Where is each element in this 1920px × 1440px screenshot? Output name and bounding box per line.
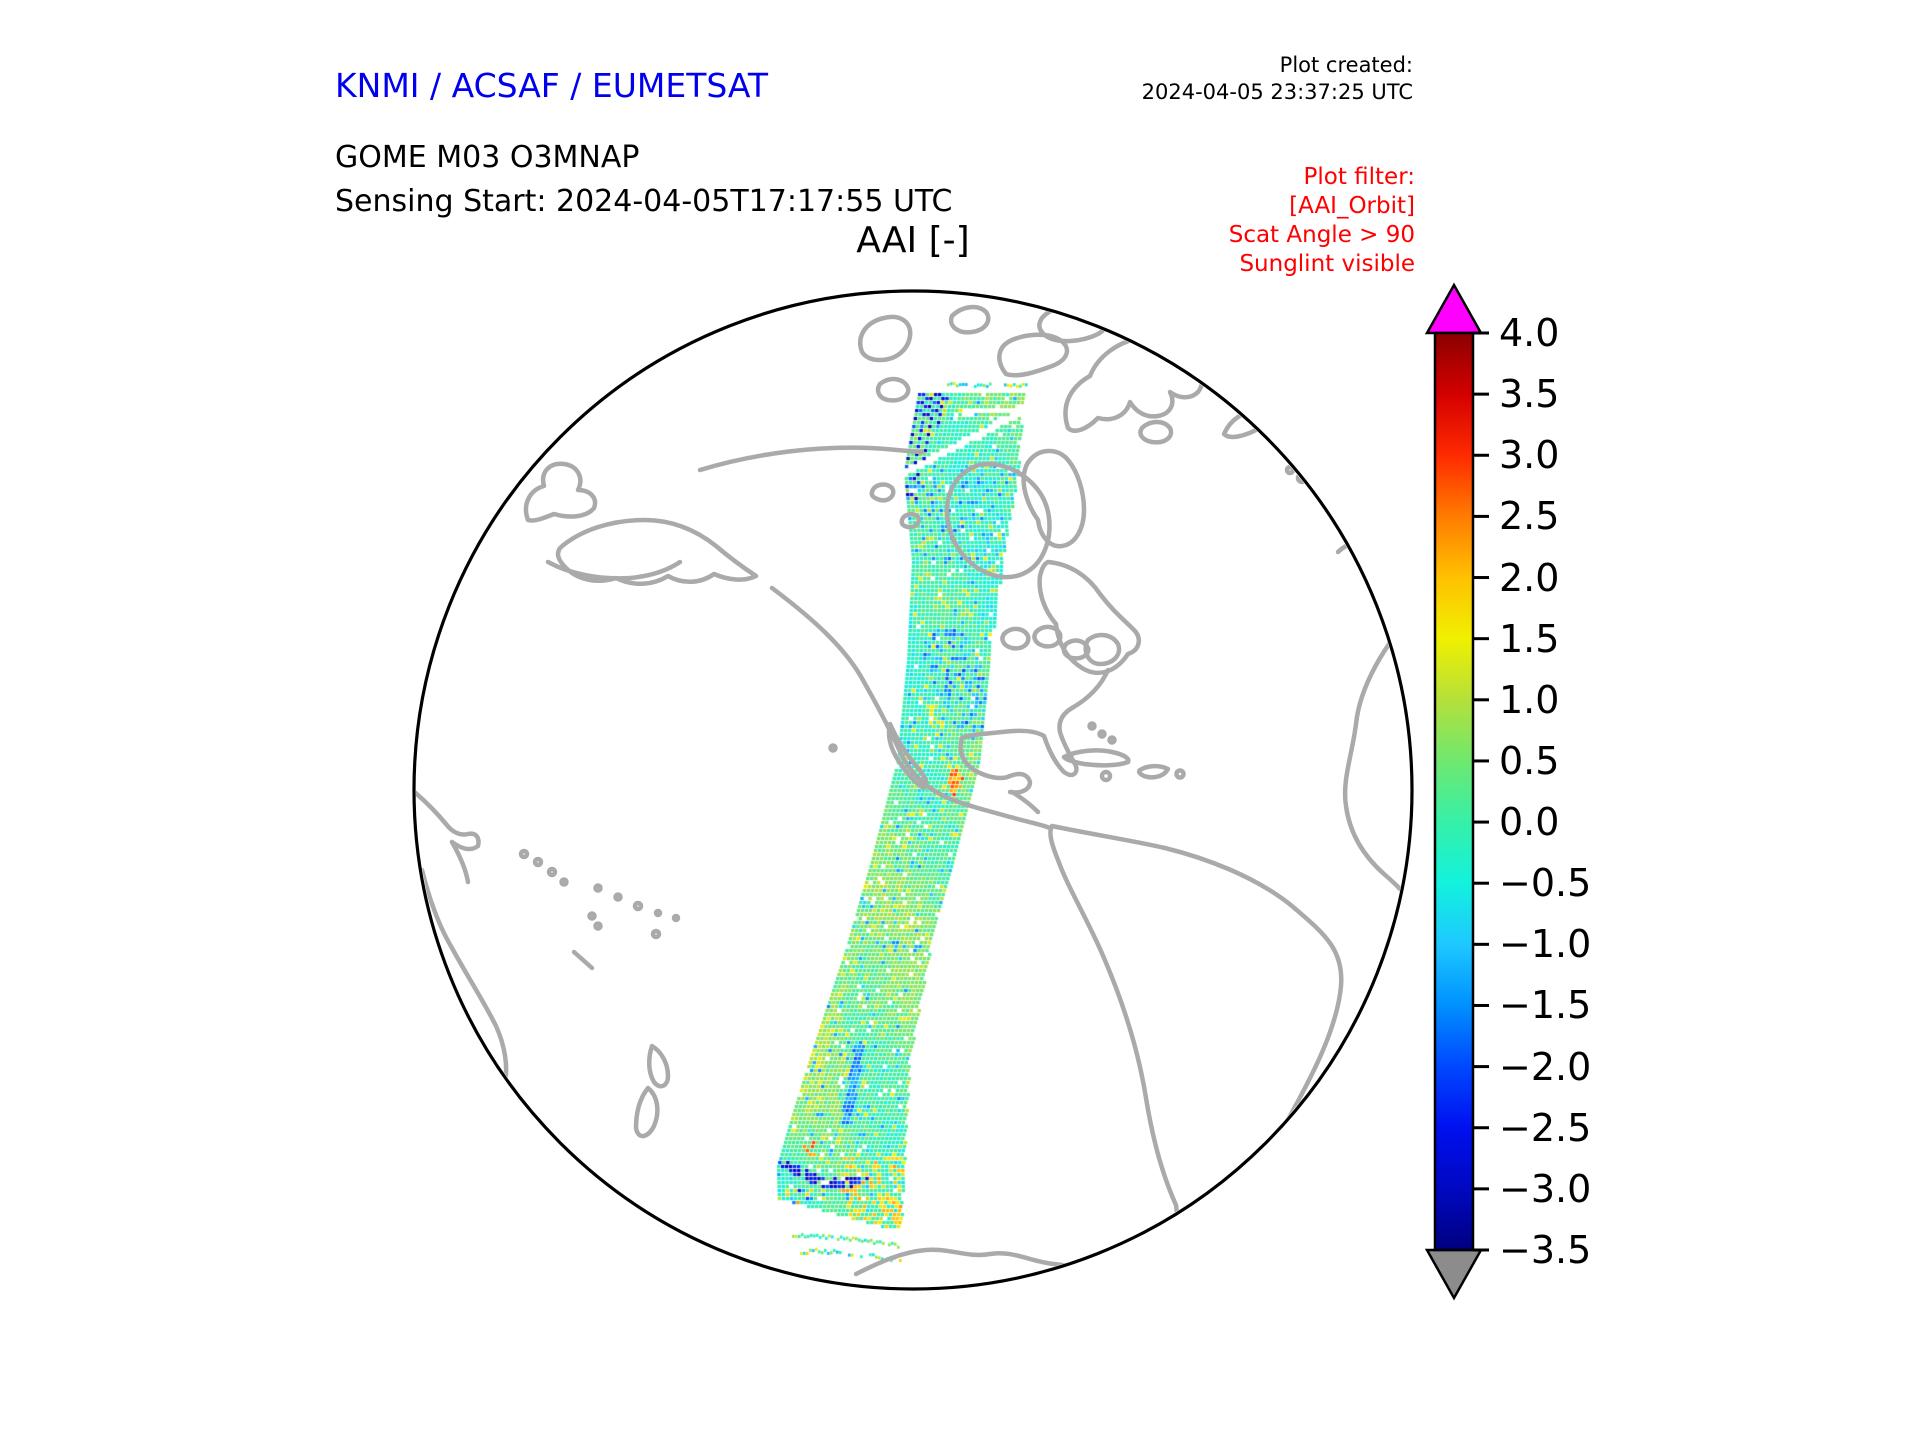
colorbar-over-arrow: [1424, 282, 1484, 335]
colorbar-tick-label: 3.0: [1499, 433, 1560, 478]
colorbar-tick-label: 2.0: [1499, 555, 1560, 600]
map-title: AAI [-]: [856, 220, 970, 261]
org-title: KNMI / ACSAF / EUMETSAT: [335, 66, 769, 105]
colorbar-tick-label: −2.0: [1499, 1044, 1592, 1089]
plot-created-timestamp: 2024-04-05 23:37:25 UTC: [1141, 80, 1413, 104]
plot-filter-line: Sunglint visible: [1239, 251, 1415, 277]
coastlines: [416, 303, 1410, 1284]
colorbar-tick-label: −3.5: [1499, 1228, 1592, 1272]
plot-filter-note: Plot filter: [AAI_Orbit] Scat Angle > 90 Su…: [1229, 163, 1415, 279]
colorbar-tick-label: −1.0: [1499, 922, 1592, 967]
globe-outline: [412, 289, 1414, 1291]
colorbar-under-arrow: [1424, 1248, 1484, 1301]
colorbar: [1424, 282, 1489, 1301]
colorbar-tick-label: 2.5: [1499, 494, 1560, 539]
colorbar-tick-label: 3.5: [1499, 372, 1560, 417]
colorbar-ticks: [1473, 331, 1489, 1252]
sensing-start: Sensing Start: 2024-04-05T17:17:55 UTC: [335, 184, 953, 219]
colorbar-tick-label: 1.0: [1499, 677, 1560, 722]
colorbar-tick-label: −2.5: [1499, 1105, 1592, 1150]
plot-created-label: Plot created:: [1279, 53, 1413, 77]
plot-filter-line: [AAI_Orbit]: [1289, 193, 1415, 219]
colorbar-tick-label: −1.5: [1499, 983, 1592, 1028]
colorbar-tick-label: 0.5: [1499, 738, 1560, 783]
colorbar-tick-label: −0.5: [1499, 861, 1592, 906]
colorbar-tick-label: −3.0: [1499, 1166, 1592, 1211]
colorbar-tick-label: 0.0: [1499, 800, 1560, 845]
colorbar-tick-label: 4.0: [1499, 311, 1560, 355]
colorbar-gradient: [1433, 331, 1475, 1252]
plot-filter-line: Plot filter:: [1303, 164, 1415, 190]
plot-created-block: Plot created: 2024-04-05 23:37:25 UTC: [1142, 52, 1413, 106]
plot-filter-line: Scat Angle > 90: [1228, 222, 1415, 248]
colorbar-tick-label: 1.5: [1499, 616, 1560, 661]
product-name: GOME M03 O3MNAP: [335, 140, 640, 175]
